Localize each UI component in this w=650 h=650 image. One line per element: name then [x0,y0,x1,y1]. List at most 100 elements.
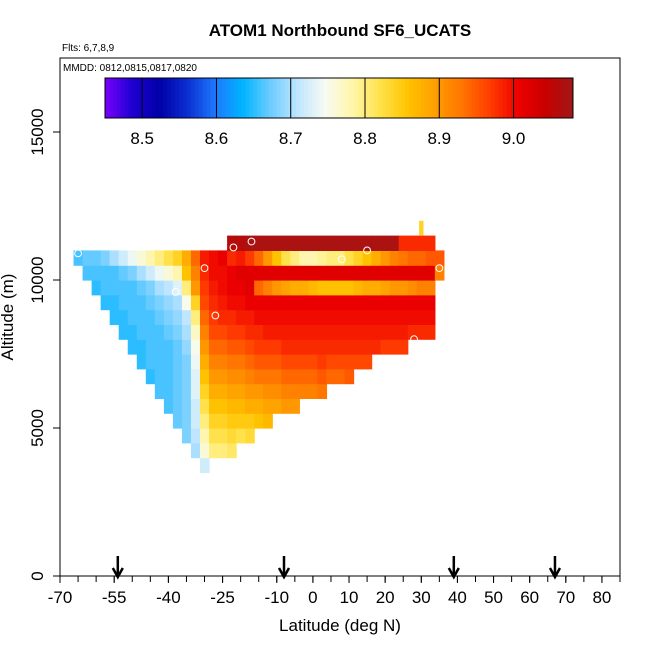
heatmap-cell [172,309,183,325]
heatmap-cell [190,324,201,340]
heatmap-cell [227,354,237,370]
colorbar-swatch [261,78,266,118]
heatmap-cell [136,280,147,296]
x-tick-label: 50 [484,588,503,607]
colorbar-tick-label: 8.6 [205,129,229,148]
heatmap-cell [344,368,355,385]
heatmap-cell [416,324,427,340]
colorbar-swatch [198,78,203,118]
heatmap-cell [272,265,282,281]
heatmap-cell [299,354,309,370]
colorbar-swatch [186,78,192,118]
heatmap-cell [245,294,255,311]
colorbar-swatch [331,78,336,118]
heatmap-cell [407,324,418,340]
heatmap-cell [353,280,364,296]
heatmap-cell [190,383,201,399]
heatmap-cell [91,280,102,296]
heatmap-cell [407,280,418,296]
heatmap-cell [245,428,255,444]
heatmap-cell [317,294,328,311]
heatmap-cell [236,250,246,266]
heatmap-cell [227,324,237,340]
heatmap-cell [227,250,237,266]
heatmap-cell [245,368,255,385]
heatmap-cell [263,398,273,414]
heatmap-cell [254,280,264,296]
heatmap-cell [362,309,373,325]
heatmap-cell [299,368,309,385]
heatmap-cell [109,250,120,266]
heatmap-cell [263,280,273,296]
heatmap-cell [245,324,255,340]
colorbar-swatch [420,78,426,118]
colorbar-swatch [311,78,317,118]
heatmap-cell [163,280,174,296]
heatmap-cell [335,294,346,311]
colorbar-swatch [565,78,570,118]
heatmap-cell [245,383,255,399]
heatmap-cell [290,354,300,370]
heatmap-cell [227,398,237,414]
heatmap-cell [389,294,400,311]
colorbar-swatch [151,78,157,118]
heatmap-cell [281,339,291,355]
colorbar-tick-label: 8.5 [130,129,154,148]
x-tick-label: 40 [448,588,467,607]
heatmap-cell [245,265,255,281]
colorbar-swatch [498,78,504,118]
heatmap-cell [245,354,255,370]
heatmap-cell [425,280,436,296]
heatmap-cell [407,250,418,266]
heatmap-cell [190,250,201,266]
colorbar-swatch [179,78,184,118]
heatmap-cell [380,339,391,355]
colorbar-swatch [518,78,523,118]
heatmap-cell [200,413,210,429]
heatmap-cell [308,280,319,296]
heatmap-cell [181,368,192,385]
colorbar-swatch [495,78,500,118]
heatmap-cell [389,235,400,251]
heatmap-cell [236,413,246,429]
heatmap-cell [218,428,228,444]
heatmap-cell [290,383,300,399]
heatmap-cell [163,354,174,370]
colorbar-swatch [428,78,434,118]
heatmap-cell [362,265,373,281]
colorbar-swatch [440,78,445,118]
x-tick-label: -70 [48,588,73,607]
sample-marker [229,243,238,252]
heatmap-cell [236,368,246,385]
colorbar-swatch [175,78,180,118]
heatmap-cell [154,383,165,399]
heatmap-cell [82,265,93,281]
heatmap-cell [380,309,391,325]
heatmap-cell [290,324,300,340]
colorbar-swatch [327,78,332,118]
heatmap-cell [118,309,129,325]
heatmap-cell [290,265,300,281]
heatmap-cell [254,324,264,340]
heatmap-cell [209,368,219,385]
heatmap-cell [227,309,237,325]
heatmap-cell [317,354,328,370]
sample-marker [171,287,180,296]
heatmap-cell [416,309,427,325]
heatmap-cell [163,265,174,281]
heatmap-cell [136,250,147,266]
heatmap-cell [299,383,309,399]
colorbar-swatch [155,78,161,118]
heatmap-cell [200,339,210,355]
heatmap-cell [200,368,210,385]
heatmap-cell [371,280,382,296]
heatmap-cell [416,265,427,281]
heatmap-cell [407,265,418,281]
heatmap-cell [317,339,328,355]
heatmap-cell [218,309,228,325]
heatmap-cell [118,280,129,296]
heatmap-cell [127,250,138,266]
heatmap-cell [236,354,246,370]
heatmap-cell [263,413,273,429]
heatmap-cell [281,324,291,340]
